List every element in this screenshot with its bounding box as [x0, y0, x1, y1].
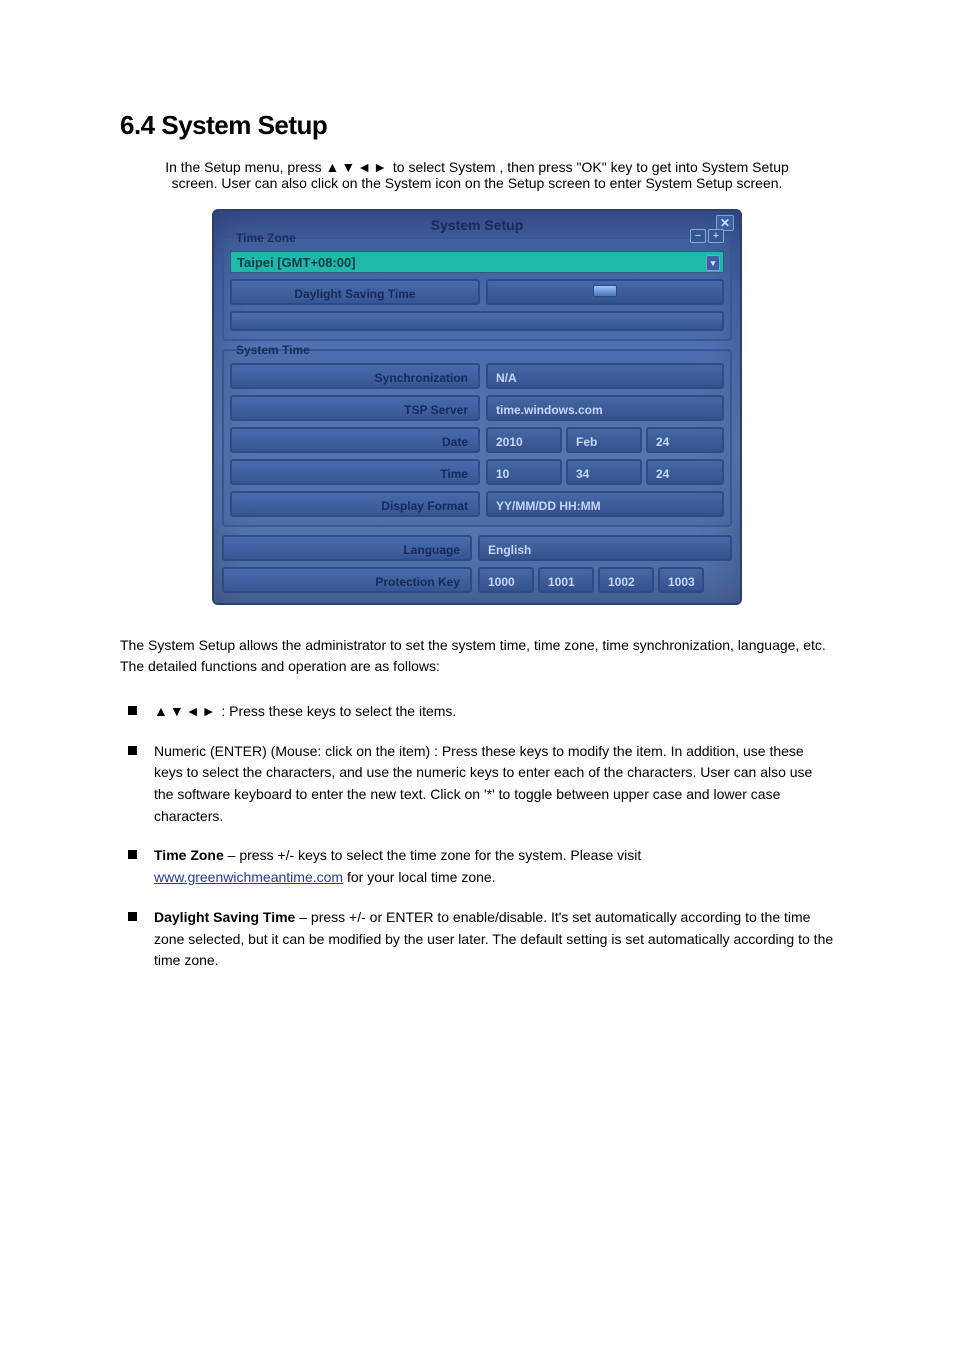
- bullet-dst: Daylight Saving Time – press +/- or ENTE…: [120, 907, 834, 972]
- timezone-legend: Time Zone: [232, 231, 300, 245]
- system-setup-panel: System Setup ✕ Time Zone − + Taipei [GMT…: [212, 209, 742, 605]
- arrow-glyphs-top: ▲▼◄►: [326, 159, 389, 175]
- bullet-4-dash: –: [295, 909, 311, 925]
- body-para-1: The System Setup allows the administrato…: [120, 635, 834, 677]
- sync-value[interactable]: N/A: [486, 363, 724, 389]
- plus-button[interactable]: +: [708, 229, 724, 243]
- time-hour[interactable]: 10: [486, 459, 562, 485]
- bullet-3-strong: Time Zone: [154, 847, 224, 863]
- date-day[interactable]: 24: [646, 427, 724, 453]
- dst-slider-knob[interactable]: [593, 285, 617, 297]
- displayformat-label: Display Format: [230, 491, 480, 517]
- time-label: Time: [230, 459, 480, 485]
- bullet-4-strong: Daylight Saving Time: [154, 909, 295, 925]
- protectionkey-3[interactable]: 1003: [658, 567, 704, 593]
- bullet-1-text: : Press these keys to select the items.: [221, 703, 456, 719]
- displayformat-value[interactable]: YY/MM/DD HH:MM: [486, 491, 724, 517]
- systemtime-legend: System Time: [232, 343, 314, 357]
- protectionkey-label: Protection Key: [222, 567, 472, 593]
- timezone-value: Taipei [GMT+08:00]: [237, 255, 356, 270]
- intro-line-3: screen. User can also click on the Syste…: [172, 175, 783, 191]
- dst-slider[interactable]: [486, 279, 724, 305]
- spacer-row: [230, 311, 724, 331]
- protectionkey-2[interactable]: 1002: [598, 567, 654, 593]
- time-second[interactable]: 24: [646, 459, 724, 485]
- date-year[interactable]: 2010: [486, 427, 562, 453]
- timezone-group: Time Zone − + Taipei [GMT+08:00] ▾ Dayli…: [222, 237, 732, 341]
- systemtime-group: System Time Synchronization N/A TSP Serv…: [222, 349, 732, 527]
- tsp-label: TSP Server: [230, 395, 480, 421]
- gmt-link[interactable]: www.greenwichmeantime.com: [154, 869, 343, 885]
- bullet-numeric: Numeric (ENTER) (Mouse: click on the ite…: [120, 741, 834, 828]
- timezone-select[interactable]: Taipei [GMT+08:00] ▾: [230, 251, 724, 273]
- bullet-timezone: Time Zone – press +/- keys to select the…: [120, 845, 834, 888]
- sync-label: Synchronization: [230, 363, 480, 389]
- protectionkey-1[interactable]: 1001: [538, 567, 594, 593]
- language-value[interactable]: English: [478, 535, 732, 561]
- intro-line-1: In the Setup menu, press: [165, 159, 321, 175]
- section-heading: 6.4 System Setup: [120, 110, 834, 141]
- date-label: Date: [230, 427, 480, 453]
- bullet-arrows: ▲▼◄► : Press these keys to select the it…: [120, 701, 834, 723]
- chevron-down-icon[interactable]: ▾: [706, 255, 720, 271]
- language-label: Language: [222, 535, 472, 561]
- date-month[interactable]: Feb: [566, 427, 642, 453]
- time-minute[interactable]: 34: [566, 459, 642, 485]
- minus-button[interactable]: −: [690, 229, 706, 243]
- arrow-glyphs-bullet: ▲▼◄►: [154, 703, 217, 719]
- intro-line-2: to select System , then press "OK" key t…: [393, 159, 789, 175]
- protectionkey-0[interactable]: 1000: [478, 567, 534, 593]
- bullet-3-text1: press +/- keys to select the time zone f…: [239, 847, 641, 863]
- dst-label: Daylight Saving Time: [230, 279, 480, 305]
- bullet-3-dash: –: [224, 847, 240, 863]
- bullet-2-text: Numeric (ENTER) (Mouse: click on the ite…: [154, 743, 812, 824]
- bullet-3-text2: for your local time zone.: [343, 869, 496, 885]
- tsp-value[interactable]: time.windows.com: [486, 395, 724, 421]
